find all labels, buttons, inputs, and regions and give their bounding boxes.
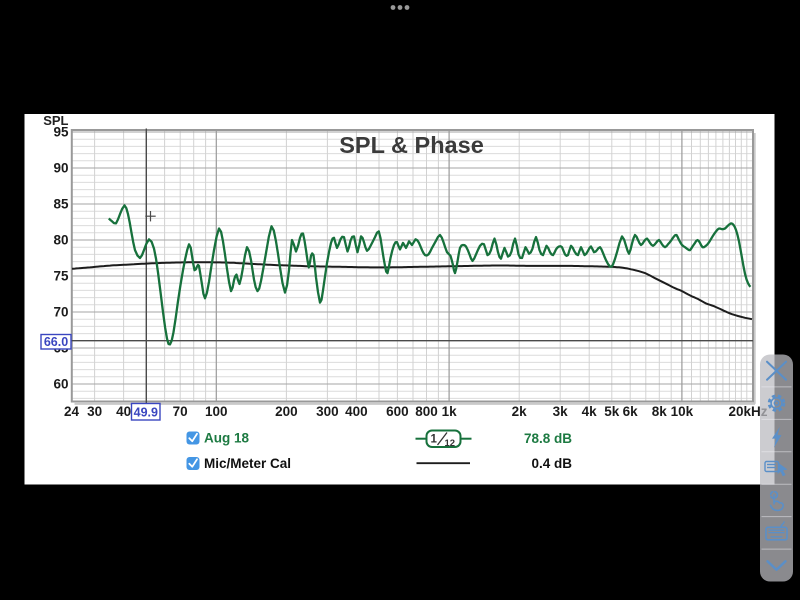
svg-text:10k: 10k bbox=[671, 404, 694, 419]
svg-text:95: 95 bbox=[53, 125, 69, 140]
svg-text:1k: 1k bbox=[442, 404, 458, 419]
svg-text:40: 40 bbox=[116, 404, 131, 419]
svg-text:24: 24 bbox=[64, 404, 80, 419]
svg-text:70: 70 bbox=[53, 305, 68, 320]
svg-text:2k: 2k bbox=[512, 404, 528, 419]
svg-text:78.8 dB: 78.8 dB bbox=[524, 431, 572, 446]
svg-text:75: 75 bbox=[53, 269, 69, 284]
svg-text:0.4 dB: 0.4 dB bbox=[531, 456, 572, 471]
svg-text:400: 400 bbox=[345, 404, 368, 419]
svg-text:4k: 4k bbox=[582, 404, 598, 419]
svg-text:Aug 18: Aug 18 bbox=[204, 431, 250, 446]
svg-text:80: 80 bbox=[53, 233, 68, 248]
svg-text:49.9: 49.9 bbox=[134, 405, 158, 419]
svg-text:5k: 5k bbox=[604, 404, 620, 419]
svg-text:85: 85 bbox=[53, 197, 69, 212]
svg-text:3k: 3k bbox=[553, 404, 569, 419]
svg-text:90: 90 bbox=[53, 161, 68, 176]
svg-text:20kHz: 20kHz bbox=[728, 404, 767, 419]
svg-text:66.0: 66.0 bbox=[44, 335, 68, 349]
svg-text:6k: 6k bbox=[623, 404, 639, 419]
svg-text:800: 800 bbox=[415, 404, 438, 419]
svg-text:30: 30 bbox=[87, 404, 102, 419]
svg-text:8k: 8k bbox=[652, 404, 668, 419]
svg-text:300: 300 bbox=[316, 404, 339, 419]
svg-text:600: 600 bbox=[386, 404, 409, 419]
svg-text:Mic/Meter Cal: Mic/Meter Cal bbox=[204, 456, 291, 471]
svg-text:1: 1 bbox=[431, 434, 438, 446]
svg-text:SPL & Phase: SPL & Phase bbox=[339, 132, 484, 158]
svg-text:12: 12 bbox=[445, 438, 456, 449]
svg-text:70: 70 bbox=[173, 404, 188, 419]
svg-text:SPL: SPL bbox=[43, 113, 68, 128]
svg-text:200: 200 bbox=[275, 404, 298, 419]
svg-text:60: 60 bbox=[53, 377, 68, 392]
svg-text:100: 100 bbox=[205, 404, 228, 419]
